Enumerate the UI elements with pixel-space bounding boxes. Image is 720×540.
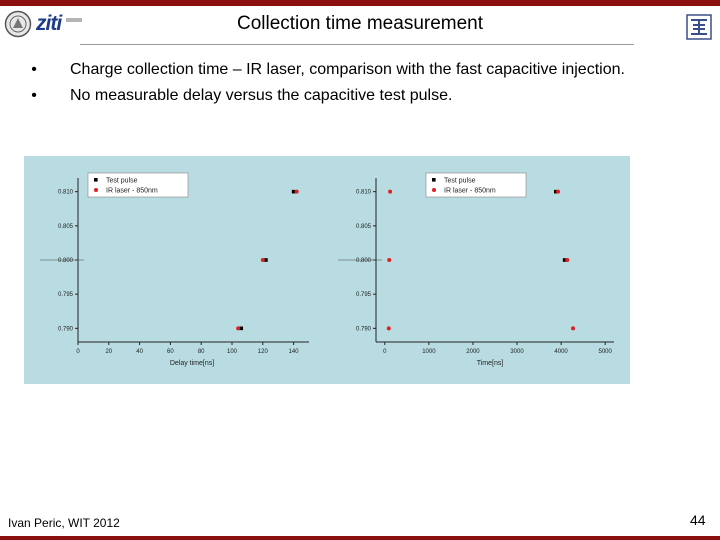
y-tick-label: 0.790 [356, 326, 372, 332]
y-tick-label: 0.805 [58, 224, 74, 230]
test-pulse-point [264, 258, 268, 262]
x-tick-label: 100 [227, 349, 238, 355]
legend-label: IR laser - 850nm [444, 188, 496, 195]
slide-header: ziti Collection time measurement [0, 6, 720, 46]
ir-laser-point [260, 258, 265, 262]
header-divider [80, 44, 634, 45]
legend-marker [94, 188, 98, 192]
x-tick-label: 120 [258, 349, 269, 355]
test-pulse-point [291, 189, 296, 194]
legend-marker [94, 178, 98, 182]
x-tick-label: 140 [289, 349, 300, 355]
x-axis-label: Time[ns] [477, 360, 504, 367]
bullet-item: • No measurable delay versus the capacit… [28, 86, 668, 106]
y-tick-label: 0.810 [356, 190, 372, 196]
x-tick-label: 0 [383, 349, 387, 355]
x-axis-label: Delay time[ns] [170, 360, 214, 367]
x-tick-label: 40 [136, 349, 143, 355]
legend-marker [432, 178, 436, 182]
bullet-marker: • [31, 87, 37, 104]
y-tick-label: 0.795 [356, 292, 372, 298]
page-number: 44 [690, 512, 706, 528]
x-tick-label: 20 [105, 349, 112, 355]
test-pulse-point [562, 258, 567, 262]
ir-laser-point [556, 189, 561, 194]
ir-laser-point [571, 326, 576, 331]
top-color-bar [0, 0, 720, 6]
x-tick-label: 2000 [466, 349, 480, 355]
legend-box [87, 172, 189, 198]
x-tick-label: 5000 [599, 349, 613, 355]
y-tick-label: 0.805 [356, 224, 372, 230]
chart-1-canvas: 0 20 40 60 80 100 120 140 0.790 0.795 0.800 0.805 0.… [40, 172, 309, 367]
ir-laser-point [387, 258, 392, 262]
y-tick-label: 0.795 [58, 292, 74, 298]
institute-logo-icon [686, 14, 712, 40]
ir-laser-point [294, 189, 299, 194]
x-tick-label: 80 [198, 349, 205, 355]
bullet-text: Charge collection time – IR laser, compa… [70, 61, 625, 78]
y-tick-label: 0.790 [58, 326, 74, 332]
x-tick-label: 3000 [510, 349, 524, 355]
y-tick-label: 0.800 [58, 258, 74, 264]
legend-box [425, 172, 527, 198]
bullet-text: No measurable delay versus the capacitiv… [70, 87, 453, 104]
university-seal-icon [4, 10, 32, 38]
x-tick-label: 1000 [422, 349, 436, 355]
legend-label: Test pulse [444, 178, 476, 185]
bullet-item: • Charge collection time – IR laser, com… [28, 60, 668, 80]
x-tick-label: 60 [167, 349, 174, 355]
test-pulse-point [239, 326, 244, 331]
bottom-color-bar [0, 536, 720, 540]
ir-laser-point [388, 189, 393, 194]
delay-time-scatter-chart: 0 20 40 60 80 100 120 140 0.790 0.795 0.800 0.805 0.… [24, 156, 322, 384]
footer-author: Ivan Peric, WIT 2012 [8, 516, 120, 530]
test-pulse-point [554, 189, 558, 194]
ziti-logo-subtitle-mark [66, 18, 82, 22]
bullet-list: • Charge collection time – IR laser, com… [28, 60, 668, 112]
ziti-logo: ziti [36, 12, 62, 35]
ir-laser-point [386, 326, 391, 331]
legend-marker [432, 188, 436, 192]
slide-title: Collection time measurement [236, 13, 484, 34]
legend-label: IR laser - 850nm [106, 188, 158, 195]
x-tick-label: 4000 [554, 349, 568, 355]
legend-label: Test pulse [106, 178, 138, 185]
y-tick-label: 0.800 [356, 258, 372, 264]
ir-laser-point [565, 258, 570, 262]
time-scatter-chart: 0 1000 2000 3000 4000 5000 0.790 0.795 0.800 0.80… [322, 156, 630, 384]
ir-laser-point [236, 326, 241, 331]
x-tick-label: 0 [76, 349, 80, 355]
bullet-marker: • [31, 61, 37, 78]
chart-2-canvas: 0 1000 2000 3000 4000 5000 0.790 0.795 0.800 0.80… [338, 172, 614, 367]
y-tick-label: 0.810 [58, 190, 74, 196]
